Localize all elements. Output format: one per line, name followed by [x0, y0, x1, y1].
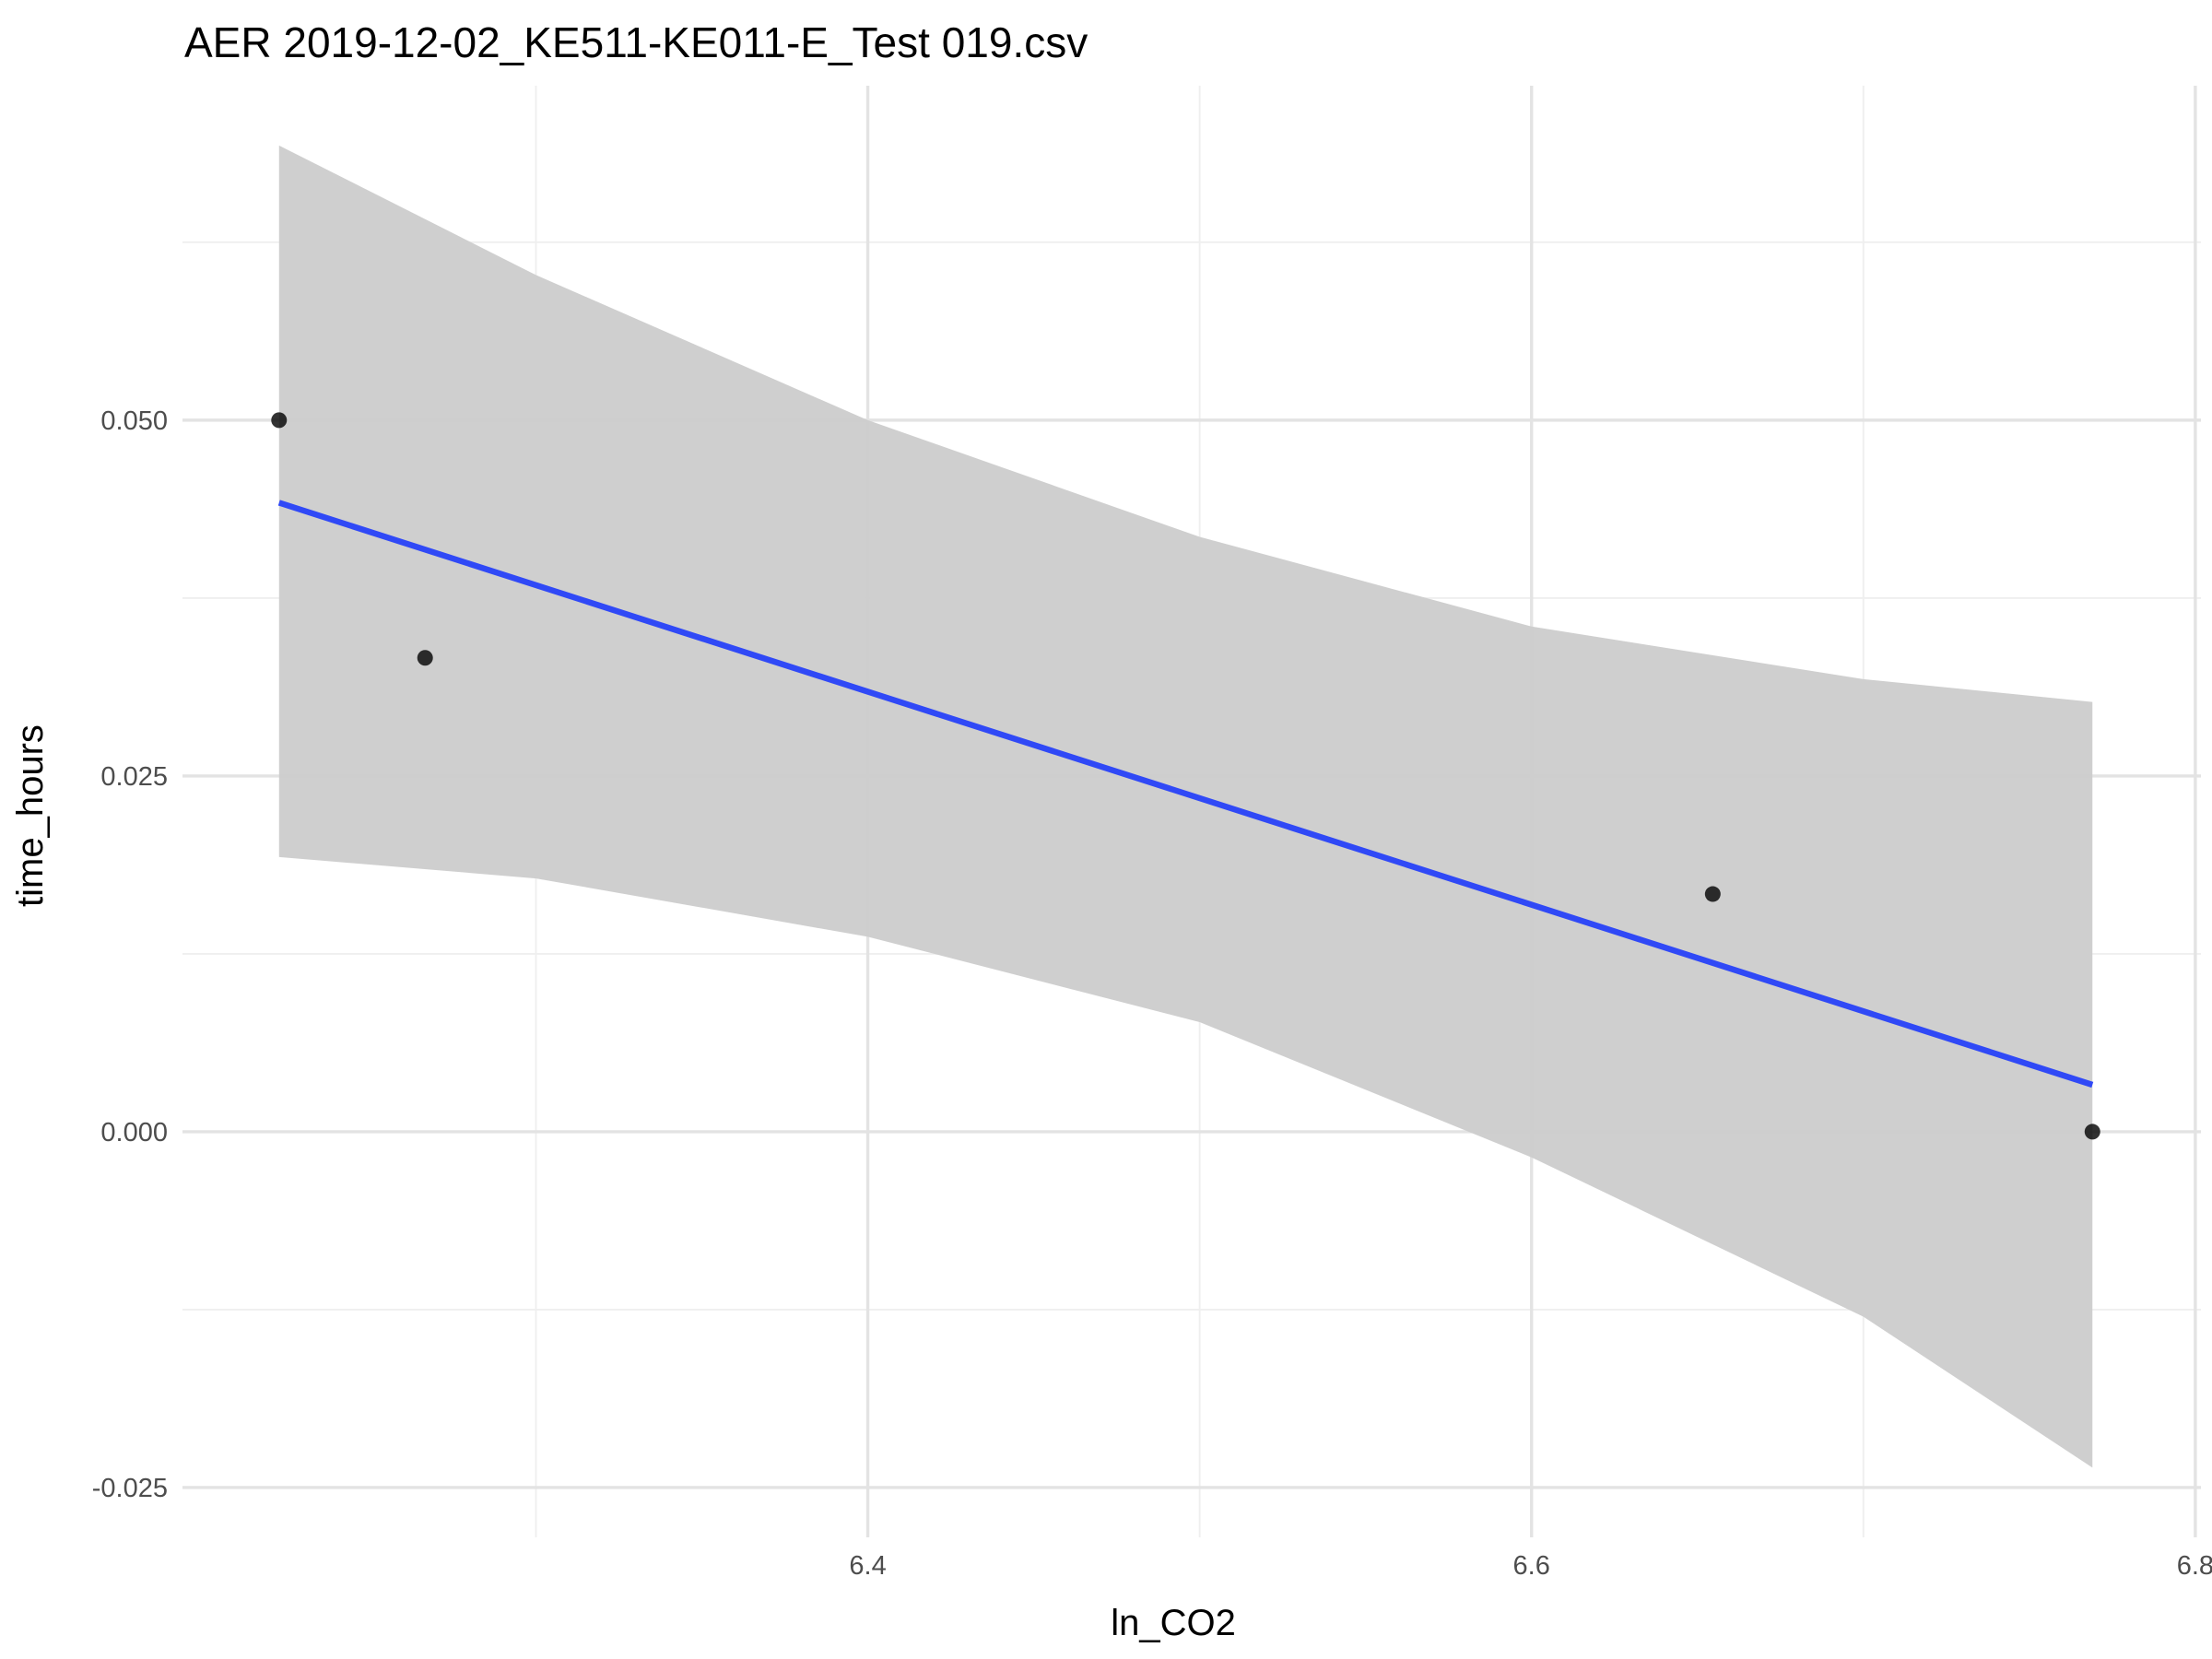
regression-line	[277, 500, 2094, 1088]
x-axis-title: ln_CO2	[1111, 1603, 1236, 1643]
y-tick-label: -0.025	[92, 1474, 168, 1503]
y-tick-label: 0.025	[100, 762, 168, 792]
y-tick-label: 0.000	[100, 1118, 168, 1147]
x-axis-ticks: 6.4 6.6 6.8	[849, 1551, 2212, 1581]
regression-line-path	[277, 500, 2094, 1088]
y-axis-ticks: -0.025 0.000 0.025 0.050	[92, 406, 168, 1503]
y-tick-label: 0.050	[100, 406, 168, 436]
confidence-band	[278, 145, 2093, 1468]
data-point	[417, 650, 433, 666]
data-point	[271, 412, 288, 429]
x-tick-label: 6.6	[1513, 1551, 1550, 1581]
data-point	[1704, 886, 1721, 902]
x-tick-label: 6.4	[849, 1551, 886, 1581]
chart-title: AER 2019-12-02_KE511-KE011-E_Test 019.cs…	[184, 18, 1088, 66]
x-tick-label: 6.8	[2177, 1551, 2212, 1581]
data-points	[271, 412, 2100, 1140]
data-point	[2084, 1124, 2100, 1140]
confidence-band-area	[278, 145, 2093, 1468]
y-axis-title: time_hours	[10, 724, 51, 907]
